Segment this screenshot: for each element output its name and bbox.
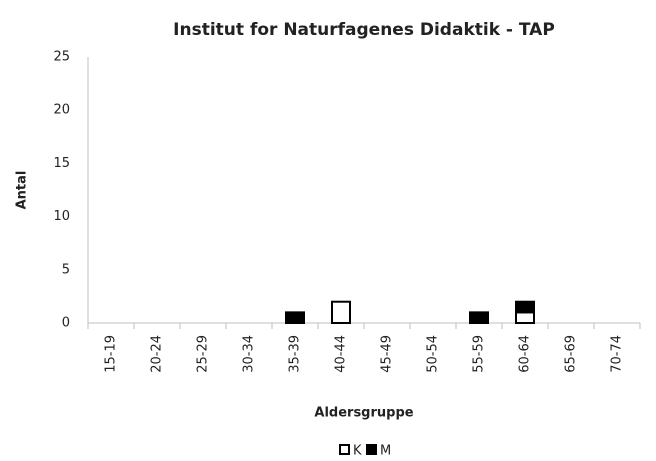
y-tick-label: 10 <box>53 209 70 224</box>
x-tick-label: 40-44 <box>334 335 349 373</box>
x-tick-label: 50-54 <box>426 335 441 373</box>
y-tick-label: 5 <box>62 262 70 277</box>
x-tick-label: 55-59 <box>472 335 487 373</box>
y-tick-label: 25 <box>53 50 70 65</box>
x-tick-label: 45-49 <box>380 335 395 373</box>
x-axis-label: Aldersgruppe <box>314 406 413 421</box>
x-tick-label: 15-19 <box>104 335 119 373</box>
bar <box>331 300 351 325</box>
x-tick-label: 60-64 <box>518 335 533 373</box>
x-tick-label: 20-24 <box>150 335 165 373</box>
x-tick-label: 30-34 <box>242 335 257 373</box>
x-tick-label: 25-29 <box>196 335 211 373</box>
y-axis-label: Antal <box>15 171 30 210</box>
legend-swatch <box>366 444 377 455</box>
y-tick-label: 0 <box>62 316 70 331</box>
y-tick-label: 15 <box>53 156 70 171</box>
chart-title: Institut for Naturfagenes Didaktik - TAP <box>173 20 555 40</box>
bar <box>515 311 535 324</box>
legend-label: K <box>353 444 362 458</box>
x-tick-label: 65-69 <box>564 335 579 373</box>
bar <box>285 311 305 324</box>
legend-swatch <box>339 444 350 455</box>
y-tick-label: 20 <box>53 103 70 118</box>
legend-label: M <box>380 444 391 458</box>
x-tick-label: 35-39 <box>288 335 303 373</box>
x-tick-label: 70-74 <box>610 335 625 373</box>
bar <box>469 311 489 324</box>
bar <box>515 300 535 314</box>
